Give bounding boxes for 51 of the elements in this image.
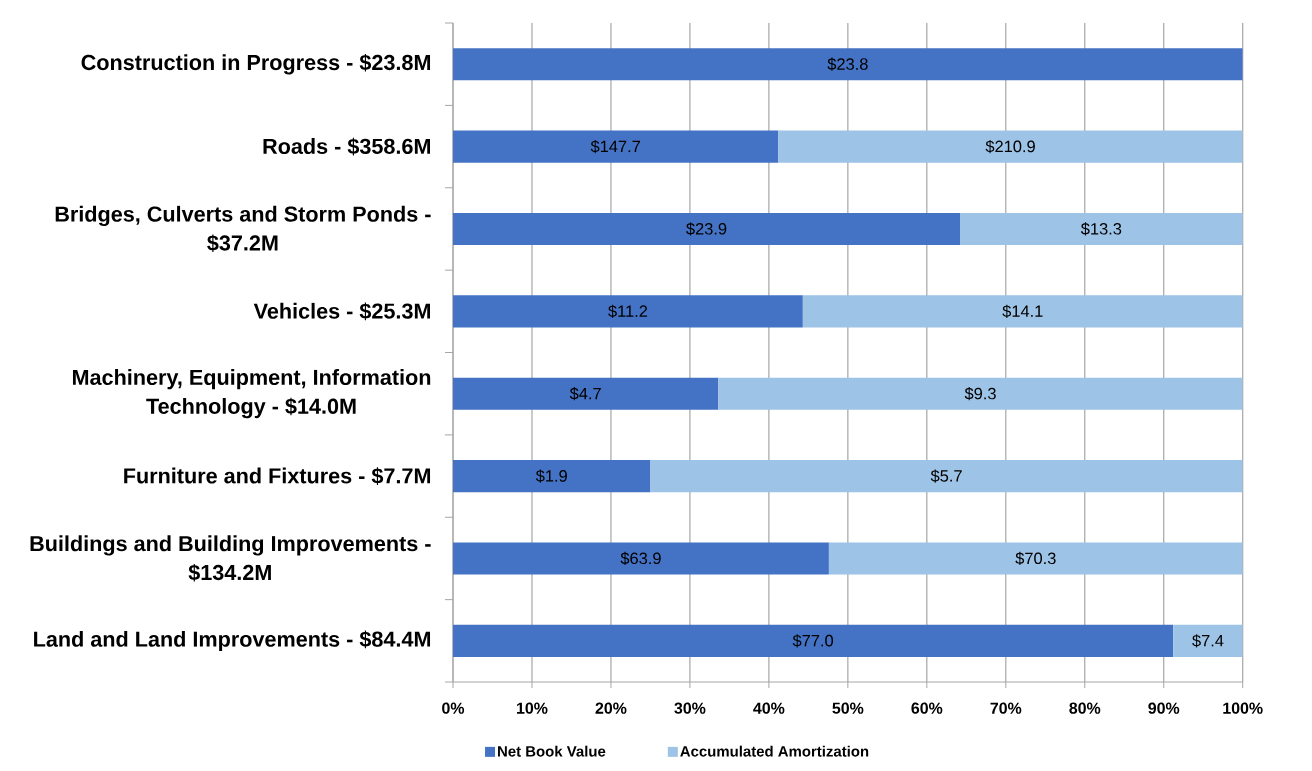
annotation: $210.9 xyxy=(985,139,1035,154)
y-tick-label: Furniture and Fixtures - $7.7M xyxy=(124,467,431,485)
annotation: $4.7 xyxy=(569,387,601,401)
y-tick-label: Construction in Progress - $23.8M xyxy=(81,53,431,75)
x-tick-label: 80% xyxy=(1069,702,1101,714)
annotation: $9.3 xyxy=(964,387,996,401)
annotation: $147.7 xyxy=(590,139,640,154)
annotation: $77.0 xyxy=(792,634,834,648)
annotation: $1.9 xyxy=(535,469,567,483)
annotation: $23.8 xyxy=(827,57,868,71)
annotation: $70.3 xyxy=(1015,551,1056,566)
x-tick-label: 60% xyxy=(911,702,943,714)
bar xyxy=(650,460,1243,493)
bar xyxy=(453,130,779,163)
y-tick-label: Bridges, Culverts and Storm Ponds - $37.2M xyxy=(55,205,431,253)
x-tick-label: 90% xyxy=(1148,702,1180,714)
annotation: $63.9 xyxy=(620,551,661,566)
annotation: $14.1 xyxy=(1002,304,1043,318)
x-tick-label: 100% xyxy=(1223,702,1263,714)
y-tick-label: Land and Land Improvements - $84.4M xyxy=(34,630,431,652)
bar xyxy=(718,377,1243,410)
bar xyxy=(778,130,1243,163)
x-tick-label: 50% xyxy=(832,702,864,714)
annotation: $7.4 xyxy=(1192,634,1224,648)
x-tick-label: 0% xyxy=(442,702,465,714)
bar xyxy=(453,542,829,575)
y-tick-label: Vehicles - $25.3M xyxy=(253,302,431,321)
legend-label: Accumulated Amortization xyxy=(680,745,869,757)
annotation: $5.7 xyxy=(930,469,962,483)
bar xyxy=(453,212,960,246)
bar xyxy=(453,460,651,493)
bar xyxy=(453,295,803,328)
x-tick-label: 20% xyxy=(595,702,627,714)
y-tick-label: Machinery, Equipment, Information Technology - $14.0M xyxy=(72,369,431,419)
x-tick-label: 10% xyxy=(517,702,548,714)
bar xyxy=(453,624,1174,657)
y-tick-label: Roads - $358.6M xyxy=(263,137,430,156)
x-tick-label: 70% xyxy=(990,702,1022,714)
annotation: $11.2 xyxy=(608,304,648,318)
bar xyxy=(802,295,1243,328)
x-tick-label: 30% xyxy=(674,702,706,714)
x-tick-label: 40% xyxy=(753,702,785,714)
annotation: $13.3 xyxy=(1080,222,1122,236)
bar xyxy=(453,48,1243,81)
y-tick-label: Buildings and Building Improvements - $134.2M xyxy=(30,535,431,582)
annotation: $23.9 xyxy=(686,222,727,236)
bar xyxy=(453,377,719,410)
bar xyxy=(1173,624,1243,657)
bar xyxy=(828,542,1243,575)
legend-label: Net Book Value xyxy=(498,745,606,757)
bar xyxy=(959,212,1243,246)
